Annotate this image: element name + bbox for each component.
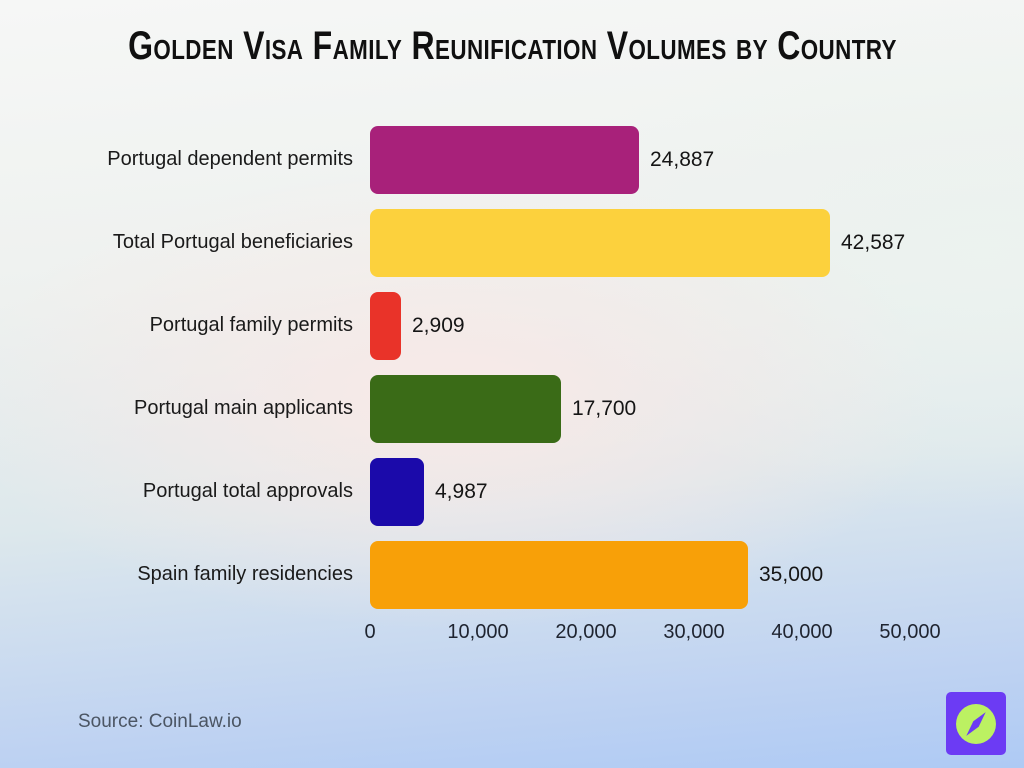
bar: [370, 291, 401, 360]
value-label: 24,887: [650, 147, 715, 171]
category-label: Total Portugal beneficiaries: [112, 231, 353, 253]
bar-rows: Portugal dependent permits 24,887 Total Po…: [0, 118, 1024, 616]
bar-row: Portugal family permits 2,909: [0, 284, 1024, 367]
bar-row: Portugal main applicants 17,700: [0, 367, 1024, 450]
compass-icon: [956, 703, 996, 744]
bar-row: Total Portugal beneficiaries 42,587: [0, 201, 1024, 284]
value-label: 2,909: [412, 313, 465, 337]
x-axis-tick-label: 20,000: [555, 621, 617, 643]
x-axis-tick-label: 50,000: [879, 621, 941, 643]
category-label: Portugal family permits: [149, 314, 353, 336]
category-label: Spain family residencies: [137, 563, 353, 585]
chart-title-text: Golden Visa Family Reunification Volumes…: [127, 24, 897, 68]
value-label: 17,700: [572, 396, 637, 420]
value-label: 35,000: [759, 562, 824, 586]
bar: [370, 374, 561, 443]
bar-row: Portugal dependent permits 24,887: [0, 118, 1024, 201]
x-axis-tick-label: 0: [364, 621, 376, 643]
value-label: 4,987: [435, 479, 488, 503]
coinlaw-logo: [946, 692, 1006, 755]
bar: [370, 457, 424, 526]
category-label: Portugal total approvals: [142, 480, 353, 502]
bar: [370, 540, 748, 609]
x-axis: 0 10,000 20,000 30,000 40,000 50,000: [364, 616, 950, 648]
bar-row: Portugal total approvals 4,987: [0, 450, 1024, 533]
source-caption: Source: CoinLaw.io: [78, 711, 242, 732]
bar: [370, 125, 639, 194]
bar: [370, 208, 830, 277]
x-axis-tick-label: 30,000: [663, 621, 725, 643]
bar-row: Spain family residencies 35,000: [0, 533, 1024, 616]
chart-title: Golden Visa Family Reunification Volumes…: [0, 24, 1024, 69]
category-label: Portugal main applicants: [133, 397, 353, 419]
bar-chart: Portugal dependent permits 24,887 Total Po…: [0, 118, 1024, 643]
category-label: Portugal dependent permits: [107, 148, 353, 170]
x-axis-tick-label: 40,000: [771, 621, 833, 643]
x-axis-tick-label: 10,000: [447, 621, 509, 643]
value-label: 42,587: [841, 230, 906, 254]
